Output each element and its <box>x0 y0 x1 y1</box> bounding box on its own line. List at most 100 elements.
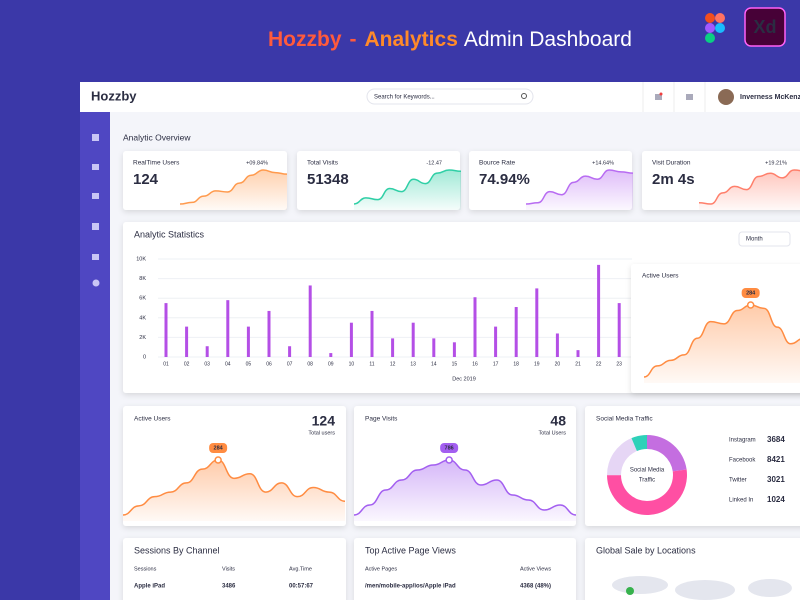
x-tick-label: 16 <box>472 361 478 367</box>
bar <box>288 346 292 357</box>
table-header: Avg.Time <box>289 566 312 572</box>
card-value: 48 <box>550 413 566 429</box>
trend-line <box>353 459 577 516</box>
card-value: 2m 4s <box>652 171 695 188</box>
y-tick-label: 2K <box>139 335 146 341</box>
figma-icon <box>705 13 725 43</box>
table-header: Active Views <box>520 566 551 572</box>
x-tick-label: 03 <box>204 361 210 367</box>
nav-db[interactable] <box>92 193 99 199</box>
legend-name: Linked In <box>729 498 753 504</box>
bar <box>617 303 621 357</box>
bar <box>185 326 189 357</box>
card-label: Visit Duration <box>652 160 691 167</box>
trend-area <box>526 170 633 210</box>
period-select[interactable] <box>738 231 791 247</box>
sidebar <box>80 112 110 600</box>
bar <box>349 322 353 357</box>
x-tick-label: 07 <box>287 361 293 367</box>
donut-segment <box>607 469 687 516</box>
x-tick-label: 21 <box>575 361 581 367</box>
nav-settings[interactable] <box>92 279 100 287</box>
notify-icon[interactable] <box>686 94 693 100</box>
marker-bubble <box>440 443 459 453</box>
period-label: Month <box>746 237 763 243</box>
legend-value: 8421 <box>767 455 785 464</box>
logo: Hozzby <box>91 88 137 103</box>
rest: Admin Dashboard <box>464 28 632 51</box>
map-dot <box>626 587 634 595</box>
card-sub: Total Users <box>538 430 566 436</box>
mail-icon[interactable] <box>655 94 662 100</box>
avatar[interactable] <box>718 89 734 105</box>
trend-line <box>698 169 800 205</box>
x-tick-label: 19 <box>534 361 540 367</box>
x-tick-label: 18 <box>513 361 519 367</box>
card-change: -12.47 <box>426 160 442 166</box>
bar <box>164 303 168 357</box>
card-value: 124 <box>133 171 159 188</box>
marker-bubble <box>741 288 760 298</box>
table-title: Sessions By Channel <box>134 545 220 555</box>
brand: Hozzby <box>268 28 342 51</box>
marker-dot <box>214 456 222 464</box>
bar <box>226 300 230 357</box>
xd-icon <box>744 7 786 47</box>
badge <box>659 92 663 96</box>
bar <box>411 322 415 357</box>
bar <box>555 333 559 357</box>
card-title: Social Media Traffic <box>596 416 653 423</box>
bar <box>267 310 271 357</box>
chart-title: Analytic Statistics <box>134 229 205 239</box>
table-cell: 3486 <box>222 584 236 590</box>
legend-name: Instagram <box>729 438 756 444</box>
y-tick-label: 4K <box>139 315 146 321</box>
y-tick-label: 6K <box>139 296 146 302</box>
legend-value: 3021 <box>767 475 785 484</box>
card-change: +19.21% <box>765 160 787 166</box>
marker-dot <box>445 456 453 464</box>
nav-dashboard[interactable] <box>92 134 99 141</box>
nav-pages[interactable] <box>92 223 99 230</box>
bar <box>246 326 250 357</box>
donut-segment <box>607 438 637 476</box>
card-value: 124 <box>312 413 336 429</box>
trend-line <box>353 169 462 205</box>
card-change: +14.64% <box>592 160 614 166</box>
donut-segment <box>631 435 647 452</box>
x-tick-label: 10 <box>349 361 355 367</box>
bar <box>370 310 374 357</box>
x-tick-label: 15 <box>452 361 458 367</box>
bar <box>391 338 395 357</box>
card-sub: Total users <box>308 430 335 436</box>
marker-dot <box>746 301 755 309</box>
bar <box>308 285 312 357</box>
legend-name: Facebook <box>729 458 756 464</box>
card-change: +09.84% <box>246 160 268 166</box>
bar <box>329 353 333 357</box>
xd-label: Xd <box>753 17 776 37</box>
x-tick-label: 14 <box>431 361 437 367</box>
table-header: Active Pages <box>365 566 397 572</box>
x-tick-label: 17 <box>493 361 499 367</box>
popup-title: Active Users <box>642 273 679 280</box>
trend-area <box>354 170 461 210</box>
bar <box>597 264 601 357</box>
marker-label: 284 <box>214 445 224 451</box>
y-tick-label: 0 <box>143 354 146 360</box>
legend-name: Twitter <box>729 478 747 484</box>
search-box[interactable] <box>366 88 534 105</box>
nav-charts[interactable] <box>92 164 99 170</box>
legend-value: 1024 <box>767 495 785 504</box>
trend-line <box>643 304 800 378</box>
trend-area <box>123 460 345 521</box>
bar <box>205 346 209 357</box>
x-tick-label: 23 <box>616 361 622 367</box>
marker-label: 284 <box>746 290 756 296</box>
trend-area <box>180 170 287 210</box>
bar <box>535 288 539 357</box>
search-icon[interactable] <box>521 93 527 99</box>
nav-list[interactable] <box>92 254 99 260</box>
